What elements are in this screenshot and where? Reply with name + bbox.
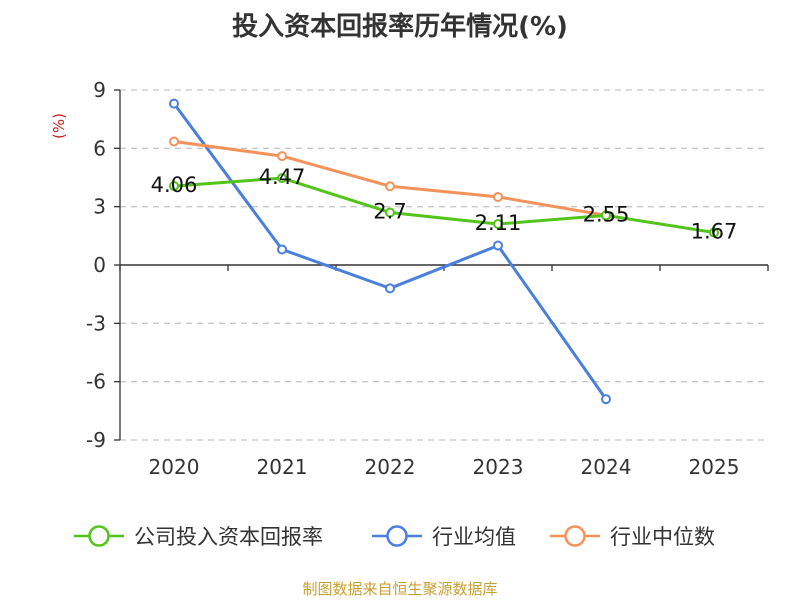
y-axis-label: (%)	[50, 113, 68, 139]
data-point	[493, 191, 503, 202]
data-point	[709, 227, 719, 238]
legend[interactable]: 公司投入资本回报率 行业均值 行业中位数	[74, 525, 715, 549]
data-point	[493, 218, 503, 229]
data-point	[169, 98, 179, 109]
x-tick-label: 2023	[473, 455, 524, 479]
data-label: 1.67	[691, 220, 738, 244]
data-label: 2.7	[373, 200, 406, 224]
data-point	[601, 210, 611, 221]
data-label: 2.55	[583, 202, 630, 226]
legend-item[interactable]: 行业均值	[372, 525, 516, 549]
x-tick-label: 2020	[149, 455, 200, 479]
legend-item[interactable]: 公司投入资本回报率	[74, 525, 323, 549]
data-label: 2.11	[475, 211, 522, 235]
grid-lines	[120, 89, 768, 441]
x-tick-label: 2024	[581, 455, 632, 479]
series-lines	[169, 98, 719, 405]
legend-label: 行业均值	[432, 525, 516, 549]
legend-label: 行业中位数	[610, 525, 715, 549]
data-label: 4.06	[151, 173, 198, 197]
axes: 9 6 3 0 -3 -6 -9 2020 2021 2022 2023 2024 2025 (%)	[50, 78, 769, 479]
series-line-0	[173, 176, 715, 234]
data-point	[277, 173, 287, 184]
legend-swatch-marker	[88, 525, 110, 547]
x-tick-label: 2021	[257, 455, 308, 479]
y-tick-label: -9	[86, 428, 106, 452]
source-note: 制图数据来自恒生聚源数据库	[302, 580, 498, 598]
data-point	[169, 136, 179, 147]
y-tick-label: 3	[93, 195, 106, 219]
data-point	[385, 283, 395, 294]
y-tick-label: 9	[93, 78, 106, 102]
legend-item[interactable]: 行业中位数	[550, 525, 715, 549]
legend-swatch-marker	[386, 525, 408, 547]
data-point	[169, 181, 179, 192]
chart-title: 投入资本回报率历年情况(%)	[232, 12, 568, 42]
data-point	[277, 244, 287, 255]
y-tick-label: -6	[86, 370, 106, 394]
legend-swatch-marker	[564, 525, 586, 547]
data-point	[385, 207, 395, 218]
x-tick-label: 2025	[689, 455, 740, 479]
y-tick-label: 0	[93, 253, 106, 277]
y-tick-label: -3	[86, 311, 106, 335]
data-point	[277, 151, 287, 162]
legend-label: 公司投入资本回报率	[134, 525, 323, 549]
data-label: 4.47	[259, 165, 306, 189]
y-tick-label: 6	[93, 136, 106, 160]
data-point	[601, 394, 611, 405]
data-point	[385, 181, 395, 192]
data-labels: 4.06 4.47 2.7 2.11 2.55 1.67	[151, 165, 738, 243]
data-point	[493, 240, 503, 251]
x-tick-label: 2022	[365, 455, 416, 479]
